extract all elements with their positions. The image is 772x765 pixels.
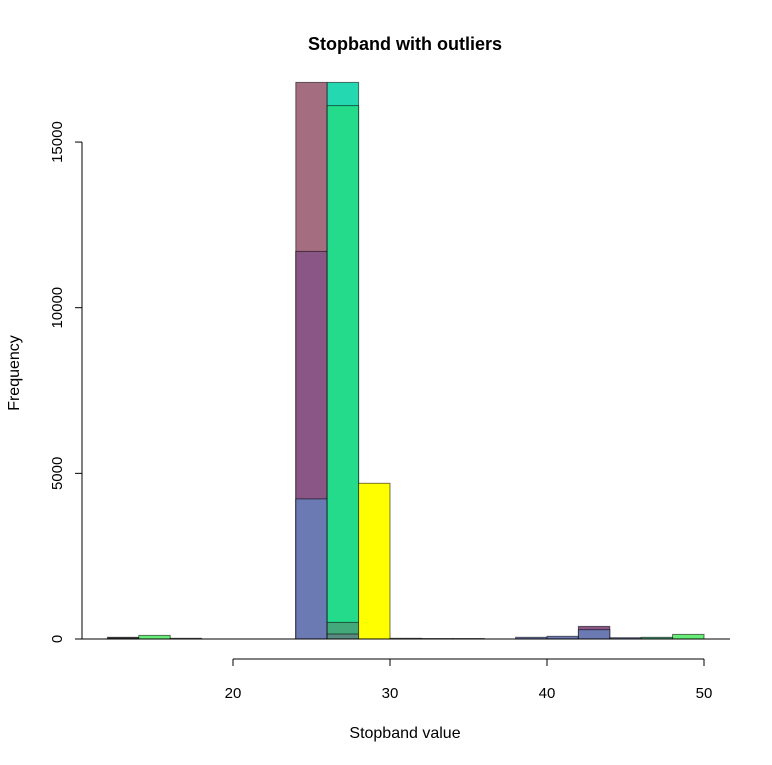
y-tick-label: 10000 (49, 287, 66, 329)
x-axis: 20 30 40 50 (225, 658, 713, 702)
y-tick-label: 15000 (49, 121, 66, 163)
chart-title: Stopband with outliers (308, 34, 502, 54)
bars-group (106, 81, 705, 640)
y-tick-label: 5000 (49, 457, 66, 490)
histogram-bar (326, 633, 360, 640)
y-axis: 0 5000 10000 15000 (49, 121, 83, 643)
histogram-bar (295, 498, 328, 640)
x-axis-label: Stopband value (349, 725, 460, 742)
y-tick-label: 0 (49, 635, 66, 643)
x-tick-label: 50 (696, 685, 713, 702)
histogram-bar (358, 482, 391, 640)
x-tick-label: 40 (539, 685, 556, 702)
histogram-bar (138, 634, 171, 640)
x-tick-label: 30 (382, 685, 399, 702)
histogram-bar (672, 633, 705, 640)
histogram-bar (326, 105, 360, 640)
y-axis-label: Frequency (6, 335, 23, 411)
x-tick-label: 20 (225, 685, 242, 702)
histogram-bar (577, 629, 611, 640)
